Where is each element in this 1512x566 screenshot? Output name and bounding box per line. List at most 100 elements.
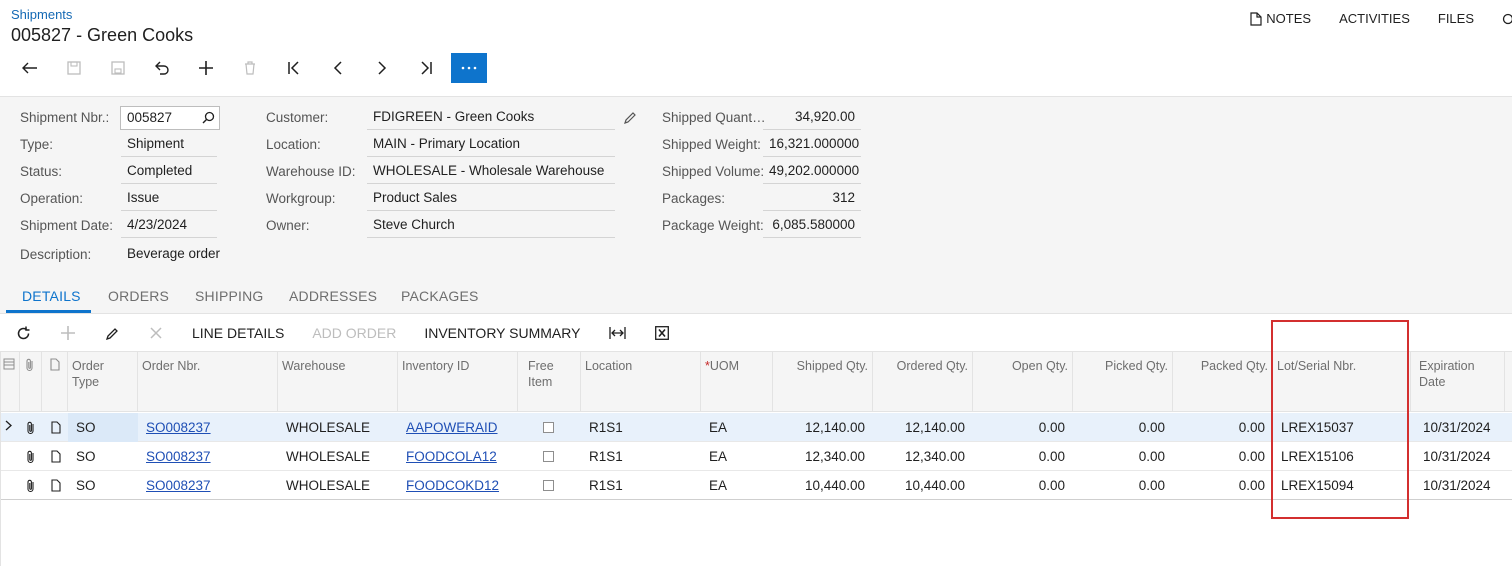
delete-row-button[interactable] — [134, 315, 178, 351]
column-inventory-id[interactable]: Inventory ID — [398, 352, 518, 412]
shipped-qty-cell[interactable]: 12,340.00 — [804, 449, 865, 464]
table-row[interactable]: SO SO008237 WHOLESALE AAPOWERAID R1S1 EA… — [1, 413, 1512, 442]
edit-row-button[interactable] — [90, 315, 134, 351]
expiration-date-cell[interactable]: 10/31/2024 — [1423, 478, 1491, 493]
column-order-type[interactable]: Order Type — [68, 352, 138, 412]
note-icon[interactable] — [42, 413, 68, 442]
column-location[interactable]: Location — [581, 352, 701, 412]
column-picked-qty[interactable]: Picked Qty. — [1073, 352, 1173, 412]
column-shipped-qty[interactable]: Shipped Qty. — [773, 352, 873, 412]
column-lot-serial-nbr[interactable]: Lot/Serial Nbr. — [1273, 352, 1411, 412]
note-icon[interactable] — [42, 471, 68, 500]
attachment-icon[interactable] — [20, 413, 42, 442]
add-order-button[interactable]: ADD ORDER — [312, 325, 397, 341]
uom-cell[interactable]: EA — [709, 478, 728, 493]
shipped-qty-cell[interactable]: 12,140.00 — [804, 420, 865, 435]
line-details-button[interactable]: LINE DETAILS — [192, 325, 285, 341]
location-cell[interactable]: R1S1 — [589, 420, 623, 435]
table-row[interactable]: SO SO008237 WHOLESALE FOODCOLA12 R1S1 EA… — [1, 442, 1512, 471]
column-packed-qty[interactable]: Packed Qty. — [1173, 352, 1273, 412]
warehouse-cell[interactable]: WHOLESALE — [286, 449, 371, 464]
tab-shipping[interactable]: SHIPPING — [195, 288, 264, 304]
free-item-checkbox[interactable] — [518, 442, 581, 471]
free-item-checkbox[interactable] — [518, 413, 581, 442]
shipped-qty-cell[interactable]: 10,440.00 — [804, 478, 865, 493]
uom-cell[interactable]: EA — [709, 420, 728, 435]
inventory-summary-button[interactable]: INVENTORY SUMMARY — [424, 325, 581, 341]
save-close-button[interactable] — [52, 53, 96, 83]
customization-icon[interactable] — [1502, 13, 1512, 25]
add-button[interactable] — [184, 53, 228, 83]
note-icon[interactable] — [42, 442, 68, 471]
free-item-checkbox[interactable] — [518, 471, 581, 500]
previous-record-button[interactable] — [316, 53, 360, 83]
next-record-button[interactable] — [360, 53, 404, 83]
warehouse-cell[interactable]: WHOLESALE — [286, 420, 371, 435]
workgroup-field[interactable]: Product Sales — [367, 186, 615, 211]
notes-link[interactable]: NOTES — [1250, 11, 1311, 26]
back-button[interactable] — [8, 53, 52, 83]
undo-icon — [154, 61, 170, 75]
lot-serial-cell[interactable]: LREX15094 — [1281, 478, 1354, 493]
attachment-icon[interactable] — [20, 442, 42, 471]
refresh-button[interactable] — [0, 315, 46, 351]
breadcrumb[interactable]: Shipments — [11, 7, 73, 22]
first-record-button[interactable] — [272, 53, 316, 83]
tab-orders[interactable]: ORDERS — [108, 288, 170, 304]
lot-serial-cell[interactable]: LREX15037 — [1281, 420, 1354, 435]
table-row[interactable]: SO SO008237 WHOLESALE FOODCOKD12 R1S1 EA… — [1, 471, 1512, 500]
files-link[interactable]: FILES — [1438, 11, 1474, 26]
lot-serial-cell[interactable]: LREX15106 — [1281, 449, 1354, 464]
column-uom[interactable]: *UOM — [701, 352, 773, 412]
inventory-id-link[interactable]: FOODCOKD12 — [406, 478, 500, 493]
save-button[interactable] — [96, 53, 140, 83]
owner-field[interactable]: Steve Church — [367, 213, 615, 238]
column-settings-icon[interactable] — [1, 352, 20, 412]
attachment-icon[interactable] — [20, 471, 42, 500]
column-order-nbr[interactable]: Order Nbr. — [138, 352, 278, 412]
activities-link[interactable]: ACTIVITIES — [1339, 11, 1410, 26]
location-cell[interactable]: R1S1 — [589, 449, 623, 464]
location-cell[interactable]: R1S1 — [589, 478, 623, 493]
order-type-cell[interactable]: SO — [76, 478, 96, 493]
operation-field[interactable]: Issue — [121, 186, 217, 211]
search-icon[interactable] — [202, 111, 215, 124]
tab-details[interactable]: DETAILS — [22, 288, 81, 304]
expiration-date-cell[interactable]: 10/31/2024 — [1423, 420, 1491, 435]
warehouse-id-field[interactable]: WHOLESALE - Wholesale Warehouse — [367, 159, 615, 184]
shipment-date-field[interactable]: 4/23/2024 — [121, 213, 217, 238]
order-nbr-link[interactable]: SO008237 — [146, 478, 211, 493]
expiration-date-cell[interactable]: 10/31/2024 — [1423, 449, 1491, 464]
uom-cell[interactable]: EA — [709, 449, 728, 464]
inventory-id-link[interactable]: AAPOWERAID — [406, 420, 498, 435]
shipment-nbr-field[interactable]: 005827 — [120, 106, 220, 130]
type-field[interactable]: Shipment — [121, 132, 217, 157]
column-open-qty[interactable]: Open Qty. — [973, 352, 1073, 412]
column-free-item[interactable]: Free Item — [518, 352, 581, 412]
edit-pencil-icon[interactable] — [624, 111, 637, 124]
column-ordered-qty[interactable]: Ordered Qty. — [873, 352, 973, 412]
column-expiration-date[interactable]: Expiration Date — [1415, 352, 1505, 412]
add-row-button[interactable] — [46, 315, 90, 351]
warehouse-cell[interactable]: WHOLESALE — [286, 478, 371, 493]
order-nbr-link[interactable]: SO008237 — [146, 449, 211, 464]
order-nbr-link[interactable]: SO008237 — [146, 420, 211, 435]
top-bar: Shipments 005827 - Green Cooks NOTES ACT… — [0, 0, 1512, 96]
column-warehouse[interactable]: Warehouse — [278, 352, 398, 412]
row-selector-chevron-icon[interactable] — [1, 413, 20, 442]
location-field[interactable]: MAIN - Primary Location — [367, 132, 615, 157]
order-type-cell[interactable]: SO — [68, 413, 138, 442]
inventory-id-link[interactable]: FOODCOLA12 — [406, 449, 497, 464]
delete-button[interactable] — [228, 53, 272, 83]
fit-columns-button[interactable] — [594, 315, 640, 351]
more-actions-button[interactable] — [451, 53, 487, 83]
last-record-button[interactable] — [404, 53, 448, 83]
open-qty-cell: 0.00 — [1038, 420, 1065, 435]
order-type-cell[interactable]: SO — [76, 449, 96, 464]
status-field[interactable]: Completed — [121, 159, 217, 184]
export-excel-button[interactable] — [640, 315, 684, 351]
tab-addresses[interactable]: ADDRESSES — [289, 288, 378, 304]
tab-packages[interactable]: PACKAGES — [401, 288, 479, 304]
undo-button[interactable] — [140, 53, 184, 83]
customer-field[interactable]: FDIGREEN - Green Cooks — [367, 105, 615, 130]
